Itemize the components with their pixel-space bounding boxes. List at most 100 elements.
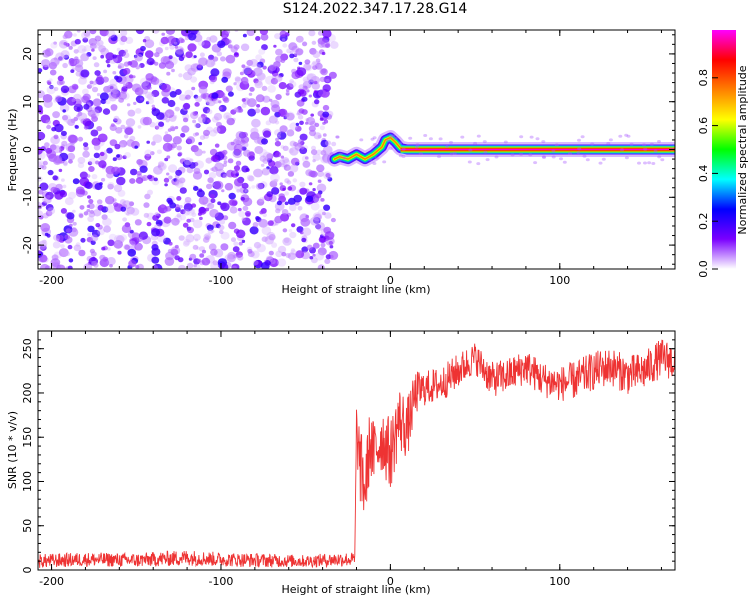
noise-speckle: [87, 195, 91, 199]
noise-speckle: [68, 159, 73, 164]
noise-speckle: [150, 151, 155, 156]
noise-speckle: [297, 139, 304, 145]
noise-speckle: [81, 31, 91, 40]
noise-speckle: [112, 54, 117, 59]
noise-speckle: [229, 44, 234, 49]
noise-speckle: [58, 168, 63, 173]
noise-speckle: [207, 177, 214, 184]
noise-speckle: [193, 264, 197, 268]
noise-speckle: [44, 63, 48, 68]
noise-speckle: [220, 243, 229, 251]
colorbar: 0.0 0.2 0.4 0.6 0.8 Normalized spectral ampl…: [697, 30, 749, 278]
noise-speckle: [215, 121, 222, 128]
noise-speckle: [298, 61, 303, 65]
noise-speckle: [302, 41, 308, 47]
noise-speckle: [106, 63, 111, 68]
noise-speckle: [562, 160, 567, 164]
noise-speckle: [82, 88, 89, 95]
noise-speckle: [261, 236, 268, 242]
noise-speckle: [551, 149, 556, 153]
noise-speckle: [71, 98, 76, 103]
noise-speckle: [301, 109, 308, 115]
noise-speckle: [53, 86, 59, 92]
noise-speckle: [275, 94, 282, 100]
noise-speckle: [262, 158, 269, 164]
noise-speckle: [83, 103, 90, 110]
noise-speckle: [306, 73, 314, 81]
noise-speckle: [154, 61, 159, 66]
noise-speckle: [187, 32, 197, 41]
noise-speckle: [273, 178, 279, 183]
noise-speckle: [207, 109, 213, 115]
noise-speckle: [59, 79, 65, 85]
noise-speckle: [255, 36, 261, 41]
noise-speckle: [198, 141, 203, 146]
noise-speckle: [68, 45, 73, 50]
noise-speckle: [312, 65, 318, 71]
noise-speckle: [227, 91, 234, 97]
noise-speckle: [110, 34, 118, 42]
noise-speckle: [255, 216, 260, 221]
noise-speckle: [202, 106, 211, 114]
noise-speckle: [242, 205, 249, 211]
noise-speckle: [176, 196, 182, 201]
noise-speckle: [212, 98, 219, 104]
noise-speckle: [126, 103, 131, 107]
noise-speckle: [657, 155, 662, 159]
noise-speckle: [95, 223, 101, 228]
noise-speckle: [220, 202, 230, 212]
noise-speckle: [203, 233, 212, 241]
noise-speckle: [232, 246, 240, 253]
noise-speckle: [195, 95, 203, 103]
noise-speckle: [52, 111, 60, 119]
noise-speckle: [280, 155, 285, 159]
noise-speckle: [238, 211, 246, 218]
noise-speckle: [216, 125, 227, 134]
noise-speckle: [285, 92, 290, 96]
noise-speckle: [279, 182, 283, 186]
noise-speckle: [266, 231, 276, 240]
noise-speckle: [161, 165, 166, 169]
noise-speckle: [45, 147, 53, 154]
noise-speckle: [541, 155, 546, 159]
noise-speckle: [184, 36, 189, 41]
x-tick-label: 0: [387, 575, 394, 588]
noise-speckle: [203, 129, 210, 137]
noise-speckle: [93, 62, 100, 68]
noise-speckle: [142, 116, 152, 126]
noise-speckle: [279, 30, 287, 38]
noise-speckle: [107, 183, 114, 190]
noise-speckle: [87, 232, 92, 237]
noise-speckle: [308, 94, 312, 98]
noise-speckle: [46, 124, 51, 130]
noise-speckle: [271, 242, 278, 248]
noise-speckle: [203, 169, 210, 175]
noise-speckle: [134, 53, 143, 62]
noise-speckle: [127, 109, 136, 117]
noise-speckle: [57, 75, 64, 82]
noise-speckle: [173, 178, 178, 182]
noise-speckle: [234, 76, 241, 82]
noise-speckle: [39, 263, 50, 269]
noise-speckle: [38, 68, 43, 73]
noise-speckle: [198, 196, 209, 205]
noise-speckle: [473, 141, 478, 145]
noise-speckle: [253, 241, 262, 249]
noise-speckle: [97, 204, 104, 211]
noise-speckle: [315, 252, 324, 261]
noise-speckle: [324, 258, 331, 264]
noise-speckle: [213, 126, 221, 134]
noise-speckle: [325, 78, 330, 83]
noise-speckle: [452, 151, 457, 155]
noise-speckle: [398, 154, 403, 158]
noise-speckle: [96, 39, 104, 47]
noise-speckle: [649, 142, 654, 146]
noise-speckle: [86, 204, 91, 208]
noise-speckle: [624, 156, 629, 160]
noise-speckle: [205, 97, 213, 104]
snr-y-label: SNR (10 * v/v): [6, 411, 19, 489]
noise-speckle: [274, 215, 283, 224]
noise-speckle: [177, 37, 184, 44]
snr-panel: -200 -100 0 100 0 50 100 150 200 250 Height of s…: [6, 330, 676, 596]
noise-speckle: [201, 257, 211, 266]
